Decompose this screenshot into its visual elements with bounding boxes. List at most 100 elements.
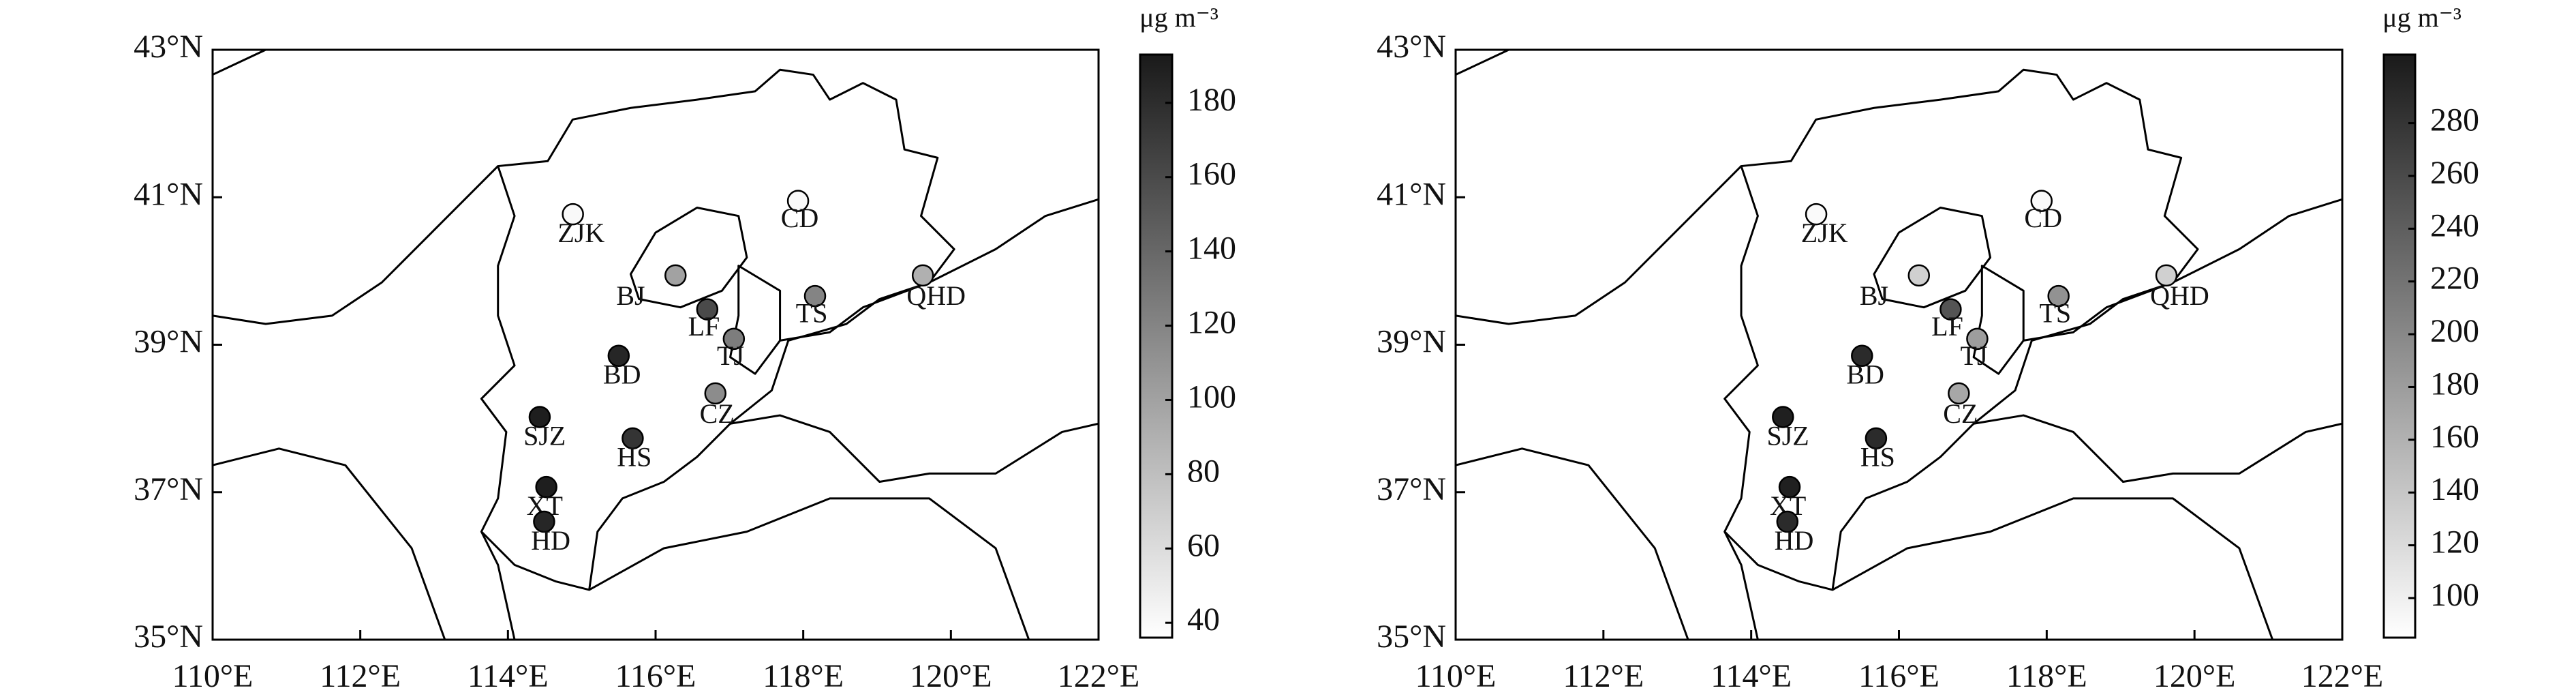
station-label: BJ	[1860, 280, 1888, 311]
x-tick-label: 110°E	[1415, 658, 1497, 694]
x-tick-label: 116°E	[1858, 658, 1939, 694]
station-label: TJ	[717, 340, 744, 371]
x-tick-label: 118°E	[763, 658, 844, 694]
station-label: SJZ	[1766, 420, 1809, 451]
colorbar-tick-label: 200	[2430, 313, 2479, 349]
station-dot	[911, 264, 934, 287]
station-dot	[2155, 264, 2178, 287]
x-tick-label: 122°E	[1058, 658, 1140, 694]
station-label: TS	[2039, 298, 2071, 329]
colorbar-tick-label: 100	[1187, 378, 1236, 415]
colorbar-tick-label: 260	[2430, 155, 2479, 191]
x-tick-label: 120°E	[2153, 658, 2236, 694]
station-dot	[704, 382, 726, 405]
station-label: TJ	[1961, 340, 1988, 371]
colorbar-tick-label: 160	[1187, 156, 1236, 192]
colorbar-tick-label: 160	[2430, 419, 2479, 455]
station-label: ZJK	[557, 218, 604, 248]
x-tick-label: 112°E	[320, 658, 401, 694]
colorbar-tick-label: 180	[2430, 366, 2479, 402]
station-label: BJ	[616, 280, 645, 311]
station-dot	[607, 344, 630, 367]
x-tick-label: 122°E	[2301, 658, 2384, 694]
boundaries	[1456, 50, 2342, 640]
y-tick-label: 41°N	[1377, 176, 1446, 212]
station-label: CD	[2024, 203, 2062, 233]
map-panel: 110°E 112°E 114°E 116°E 118°E 120°E 122°E 35°N 3…	[134, 29, 1139, 694]
station-dot	[1966, 327, 1989, 351]
x-tick-label: 110°E	[172, 658, 254, 694]
station-dot	[535, 475, 557, 499]
station-label: QHD	[906, 280, 966, 311]
boundaries	[213, 50, 1099, 640]
station-dot	[1939, 298, 1962, 321]
colorbar-tick-label: 220	[2430, 261, 2479, 297]
map-frame	[211, 48, 1100, 641]
colorbar-tick-label: 140	[2430, 471, 2479, 507]
station-label: SJZ	[523, 420, 566, 451]
station-label: CZ	[1943, 398, 1978, 429]
station-dot	[722, 327, 746, 351]
colorbar-unit: μg m⁻³	[2382, 2, 2462, 33]
station-dot	[528, 406, 551, 428]
station-label: HD	[531, 525, 570, 556]
colorbar-tick-label: 120	[1187, 305, 1236, 341]
station-label: HS	[1860, 442, 1895, 473]
station-dot	[1851, 344, 1873, 367]
y-tick-label: 37°N	[134, 471, 203, 507]
station-dot	[2030, 190, 2053, 212]
colorbar-tick-label: 40	[1187, 601, 1220, 638]
x-tick-label: 120°E	[910, 658, 992, 694]
station-dot	[2047, 284, 2070, 308]
map-panel: 110°E 112°E 114°E 116°E 118°E 120°E 122°E 35°N 3…	[1377, 29, 2383, 694]
colorbar-tick-label: 140	[1187, 230, 1236, 267]
station-dot	[1948, 382, 1970, 405]
station-label: LF	[1931, 311, 1963, 342]
station-dot	[696, 298, 719, 321]
colorbar-ramp	[1139, 53, 1174, 639]
y-tick-label: 39°N	[134, 324, 203, 360]
station-label: ZJK	[1801, 218, 1848, 248]
x-tick-label: 118°E	[2006, 658, 2087, 694]
station-dot	[1772, 406, 1794, 428]
station-dot	[562, 203, 584, 226]
station-label: CD	[781, 203, 819, 233]
colorbar-tick-label: 180	[1187, 82, 1236, 118]
y-tick-label: 35°N	[134, 619, 203, 655]
station-label: HD	[1775, 525, 1814, 556]
colorbar-tick-label: 280	[2430, 102, 2479, 138]
y-tick-label: 41°N	[134, 176, 203, 212]
station-label: TS	[796, 298, 828, 329]
station-dot	[803, 284, 827, 308]
station-dot	[1776, 510, 1799, 533]
colorbar-ramp	[2382, 53, 2417, 639]
y-tick-label: 35°N	[1377, 619, 1446, 655]
station-dot	[622, 427, 644, 450]
station-dot	[1778, 475, 1801, 499]
station-label: LF	[688, 311, 720, 342]
colorbar-tick-label: 120	[2430, 524, 2479, 561]
y-tick-label: 37°N	[1377, 471, 1446, 507]
x-tick-label: 116°E	[615, 658, 696, 694]
colorbar: 100 120 140 160 180 200 220 240 260 280 μg m⁻³	[2382, 2, 2479, 639]
station-label: BD	[1846, 359, 1884, 390]
colorbar-tick-label: 80	[1187, 453, 1220, 489]
x-tick-label: 112°E	[1563, 658, 1644, 694]
map-frame	[1454, 48, 2344, 641]
colorbar-unit: μg m⁻³	[1139, 2, 1218, 33]
y-tick-label: 39°N	[1377, 324, 1446, 360]
colorbar-tick-label: 100	[2430, 577, 2479, 613]
x-tick-label: 114°E	[1711, 658, 1792, 694]
station-dot	[1805, 203, 1828, 226]
colorbar: 40 60 80 100 120 140 160 180 μg m⁻³	[1139, 2, 1236, 639]
station-label: HS	[617, 442, 651, 473]
station-dot	[1907, 264, 1931, 287]
y-tick-label: 43°N	[134, 29, 203, 65]
station-dot	[664, 264, 687, 287]
station-dot	[533, 510, 555, 533]
station-dot	[786, 190, 810, 212]
x-tick-label: 114°E	[467, 658, 549, 694]
station-dot	[1865, 427, 1888, 450]
colorbar-tick-label: 240	[2430, 207, 2479, 243]
